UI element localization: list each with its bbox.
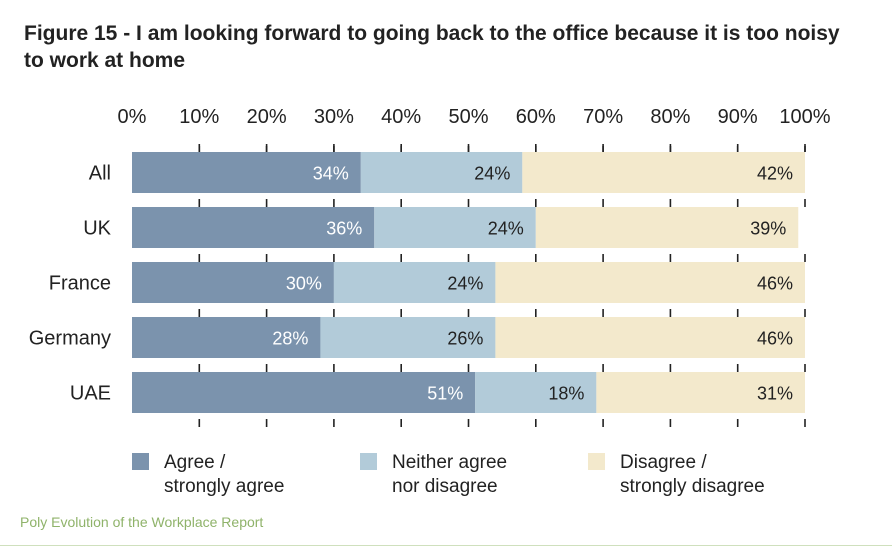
value-label: 39% xyxy=(750,219,786,239)
legend-label: Neither agree xyxy=(392,452,507,473)
legend-label: strongly disagree xyxy=(620,476,765,497)
value-label: 24% xyxy=(447,274,483,294)
legend-swatch xyxy=(132,453,149,470)
bar-segment xyxy=(522,152,805,193)
bar-segment xyxy=(132,152,361,193)
legend-label: Agree / xyxy=(164,452,226,473)
value-label: 28% xyxy=(272,329,308,349)
x-tick-label: 10% xyxy=(179,106,219,128)
bar-segment xyxy=(495,262,805,303)
bar-segment xyxy=(360,152,523,193)
x-tick-label: 20% xyxy=(247,106,287,128)
value-label: 36% xyxy=(326,219,362,239)
tick-marks xyxy=(198,144,806,427)
category-label: All xyxy=(89,163,111,185)
x-tick-label: 90% xyxy=(718,106,758,128)
bar-segment xyxy=(374,207,536,248)
bar-segment xyxy=(535,207,799,248)
bar-segment xyxy=(596,372,805,413)
legend: Agree / strongly agree Neither agree nor di… xyxy=(132,452,765,497)
bar-segment xyxy=(132,207,375,248)
legend-label: strongly agree xyxy=(164,476,284,497)
category-label: UAE xyxy=(70,383,111,405)
bar-segment xyxy=(320,317,496,358)
category-label: Germany xyxy=(29,328,111,350)
bar-segment xyxy=(495,317,805,358)
category-labels: All UK France Germany UAE xyxy=(29,163,112,405)
x-tick-label: 70% xyxy=(583,106,623,128)
bottom-rule xyxy=(0,545,892,546)
x-tick-label: 80% xyxy=(650,106,690,128)
x-tick-label: 60% xyxy=(516,106,556,128)
value-label: 46% xyxy=(757,274,793,294)
x-axis-tick-labels: 0% 10% 20% 30% 40% 50% 60% 70% 80% 90% 100% xyxy=(118,106,831,128)
x-tick-label: 100% xyxy=(779,106,830,128)
value-label: 18% xyxy=(548,384,584,404)
bars xyxy=(132,152,805,413)
value-label: 42% xyxy=(757,164,793,184)
source-note: Poly Evolution of the Workplace Report xyxy=(20,514,264,530)
bar-segment xyxy=(132,317,321,358)
value-label: 24% xyxy=(488,219,524,239)
value-label: 46% xyxy=(757,329,793,349)
value-labels: 34% 24% 42% 36% 24% 39% 30% 24% 46% 28% 26% 46% 51% 1… xyxy=(272,164,793,404)
legend-swatch xyxy=(588,453,605,470)
value-label: 26% xyxy=(447,329,483,349)
legend-swatch xyxy=(360,453,377,470)
value-label: 31% xyxy=(757,384,793,404)
value-label: 30% xyxy=(286,274,322,294)
bar-segment xyxy=(475,372,597,413)
bar-segment xyxy=(132,372,476,413)
category-label: France xyxy=(49,273,111,295)
legend-label: Disagree / xyxy=(620,452,707,473)
x-tick-label: 40% xyxy=(381,106,421,128)
bar-segment xyxy=(132,262,334,303)
x-tick-label: 0% xyxy=(118,106,147,128)
bar-segment xyxy=(333,262,496,303)
x-tick-label: 30% xyxy=(314,106,354,128)
category-label: UK xyxy=(83,218,111,240)
legend-label: nor disagree xyxy=(392,476,498,497)
value-label: 24% xyxy=(474,164,510,184)
x-tick-label: 50% xyxy=(448,106,488,128)
value-label: 51% xyxy=(427,384,463,404)
chart-title: Figure 15 - I am looking forward to goin… xyxy=(24,22,840,72)
value-label: 34% xyxy=(313,164,349,184)
